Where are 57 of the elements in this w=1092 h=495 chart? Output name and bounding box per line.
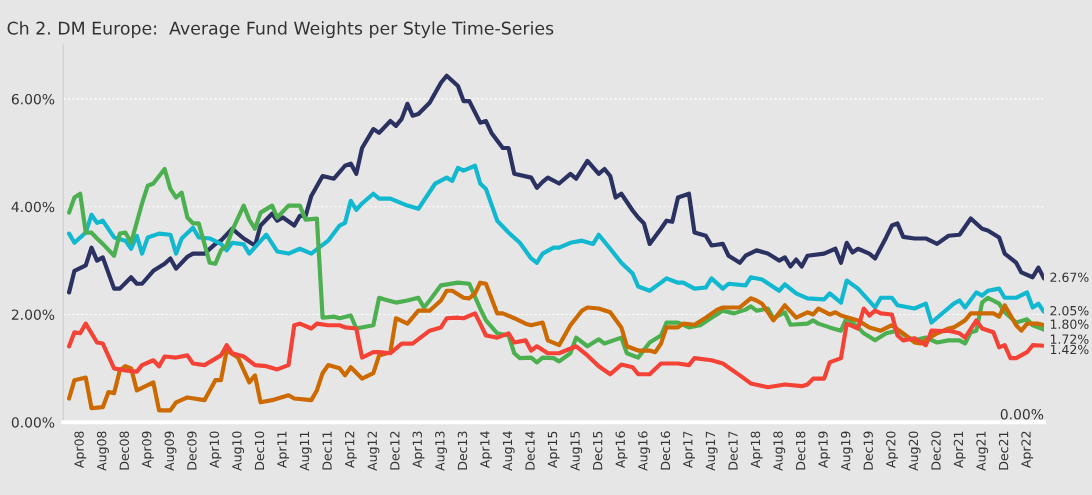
x-tick-label: Apr11 bbox=[277, 431, 290, 468]
x-tick-label: Apr14 bbox=[480, 431, 492, 468]
x-tick-label: Apr19 bbox=[818, 431, 831, 468]
x-tick-label: Dec08 bbox=[119, 431, 129, 470]
x-tick-label: Apr13 bbox=[412, 431, 425, 468]
x-tick-label: Aug12 bbox=[367, 431, 380, 471]
x-tick-label: Aug09 bbox=[164, 431, 177, 471]
y-tick-label: 6.00% bbox=[11, 93, 55, 105]
y-tick-label: 2.00% bbox=[11, 309, 55, 320]
x-tick-label: Apr18 bbox=[750, 431, 763, 468]
x-tick-label: Apr22 bbox=[1021, 431, 1034, 468]
x-tick-label: Aug14 bbox=[502, 431, 515, 471]
y-tick-label: 4.00% bbox=[11, 201, 55, 213]
y-tick-label: 0.00% bbox=[11, 417, 55, 428]
x-tick-label: Apr17 bbox=[683, 431, 695, 468]
line-series bbox=[66, 73, 1044, 295]
x-tick-label: Dec11 bbox=[322, 431, 332, 470]
annotation: 1.80% bbox=[1050, 319, 1089, 329]
x-tick-label: Dec16 bbox=[660, 431, 671, 470]
x-tick-label: Apr15 bbox=[547, 431, 560, 468]
annotation: 1.42% bbox=[1050, 344, 1089, 355]
x-tick-label: Dec17 bbox=[728, 431, 738, 470]
x-tick-label: Aug18 bbox=[773, 431, 786, 471]
x-tick-label: Dec21 bbox=[998, 431, 1009, 470]
x-tick-label: Dec13 bbox=[457, 431, 468, 470]
x-tick-label: Aug20 bbox=[908, 431, 921, 471]
x-tick-label: Apr09 bbox=[141, 431, 154, 468]
x-tick-label: Dec14 bbox=[525, 431, 535, 470]
x-tick-label: Dec15 bbox=[593, 431, 603, 470]
annotation: 2.67% bbox=[1050, 272, 1089, 282]
x-tick-label: Apr16 bbox=[615, 431, 628, 468]
x-tick-label: Aug21 bbox=[976, 431, 989, 471]
x-tick-label: Dec20 bbox=[931, 431, 941, 470]
annotation: 1.72% bbox=[1050, 334, 1089, 344]
x-tick-label: Aug13 bbox=[435, 431, 447, 471]
x-tick-label: Aug17 bbox=[705, 431, 718, 471]
line-series bbox=[66, 163, 1044, 325]
annotation: 0.00% bbox=[1000, 409, 1044, 420]
x-tick-label: Dec09 bbox=[187, 431, 197, 470]
x-tick-label: Apr21 bbox=[953, 431, 966, 468]
x-tick-label: Aug15 bbox=[570, 431, 583, 471]
line-series bbox=[66, 306, 1044, 390]
x-tick-label: Aug08 bbox=[96, 431, 109, 471]
x-tick-label: Aug19 bbox=[840, 431, 853, 471]
x-tick-label: Dec12 bbox=[390, 431, 400, 470]
x-tick-label: Apr10 bbox=[209, 431, 222, 468]
x-tick-label: Aug10 bbox=[232, 431, 245, 471]
x-tick-label: Aug11 bbox=[299, 431, 312, 471]
x-tick-label: Apr12 bbox=[344, 431, 357, 468]
chart-title: Ch 2. DM Europe: Average Fund Weights per Style Time-Series bbox=[7, 21, 554, 39]
annotation: 2.05% bbox=[1050, 305, 1089, 316]
x-tick-label: Apr20 bbox=[886, 431, 898, 468]
x-tick-label: Dec19 bbox=[863, 431, 873, 470]
x-tick-label: Dec18 bbox=[795, 431, 806, 470]
x-tick-label: Aug16 bbox=[638, 431, 650, 471]
x-tick-label: Apr08 bbox=[74, 431, 87, 468]
x-tick-label: Dec10 bbox=[254, 431, 265, 470]
